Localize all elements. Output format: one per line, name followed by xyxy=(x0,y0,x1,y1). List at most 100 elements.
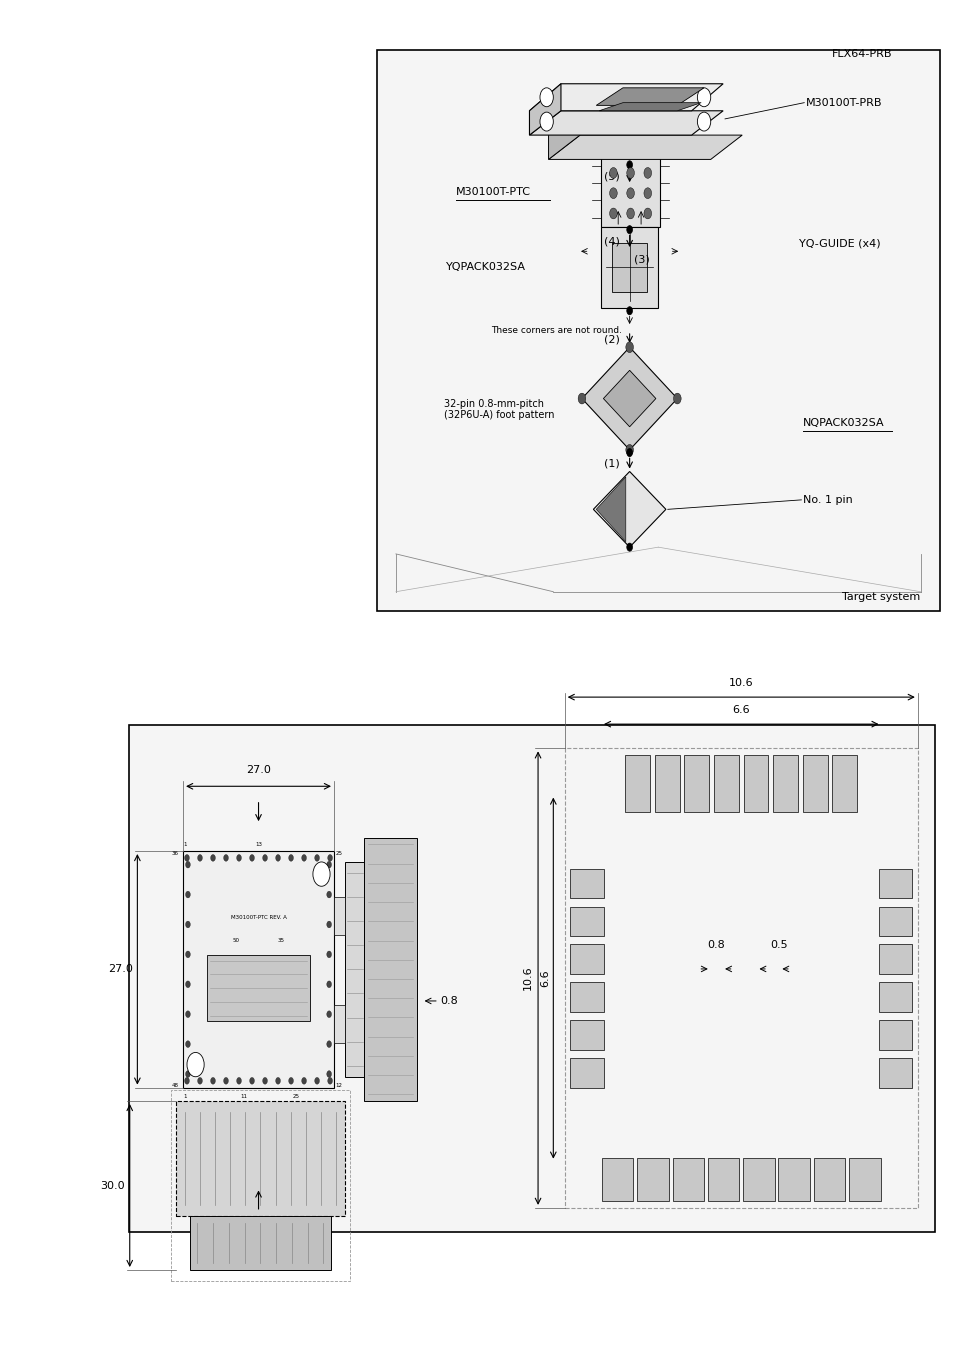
Circle shape xyxy=(697,112,710,131)
Circle shape xyxy=(275,855,280,862)
Polygon shape xyxy=(529,84,722,111)
Polygon shape xyxy=(581,347,677,450)
Bar xyxy=(564,748,917,1208)
Bar xyxy=(831,755,856,812)
Bar xyxy=(624,755,649,812)
Polygon shape xyxy=(602,370,655,427)
Bar xyxy=(713,755,738,812)
Bar xyxy=(878,944,911,974)
Circle shape xyxy=(326,862,331,869)
Text: 1: 1 xyxy=(183,1094,187,1100)
Circle shape xyxy=(643,208,651,219)
Bar xyxy=(612,243,646,292)
Circle shape xyxy=(313,862,330,886)
Circle shape xyxy=(326,1040,331,1047)
Circle shape xyxy=(326,921,331,928)
Circle shape xyxy=(185,862,190,869)
Circle shape xyxy=(326,951,331,958)
Circle shape xyxy=(626,226,632,234)
Bar xyxy=(878,869,911,898)
Bar xyxy=(334,897,345,935)
Text: YQPACK032SA: YQPACK032SA xyxy=(446,262,526,273)
Bar xyxy=(570,907,603,936)
Circle shape xyxy=(185,1070,190,1078)
Bar xyxy=(600,157,659,227)
Polygon shape xyxy=(596,88,703,105)
Circle shape xyxy=(250,1078,254,1084)
Bar xyxy=(129,725,934,1232)
Circle shape xyxy=(626,449,632,457)
Bar xyxy=(742,1158,774,1201)
Circle shape xyxy=(697,88,710,107)
Circle shape xyxy=(236,1078,241,1084)
Text: (5): (5) xyxy=(603,172,619,182)
Circle shape xyxy=(326,892,331,898)
Circle shape xyxy=(626,161,632,169)
Circle shape xyxy=(626,307,632,315)
Bar xyxy=(600,227,658,308)
Text: 27.0: 27.0 xyxy=(108,965,132,974)
Text: 48: 48 xyxy=(172,1082,178,1088)
Bar xyxy=(601,1158,633,1201)
Circle shape xyxy=(223,1078,228,1084)
Text: FLX64-PRB: FLX64-PRB xyxy=(831,49,891,59)
Circle shape xyxy=(250,855,254,862)
Bar xyxy=(878,982,911,1012)
Circle shape xyxy=(211,1078,215,1084)
Circle shape xyxy=(262,1078,267,1084)
Text: (2): (2) xyxy=(603,334,619,345)
Text: M30100T-PTC REV. A: M30100T-PTC REV. A xyxy=(231,915,286,920)
Bar xyxy=(654,755,679,812)
Text: 10.6: 10.6 xyxy=(728,678,753,688)
Circle shape xyxy=(185,1040,190,1047)
Bar xyxy=(207,955,310,1021)
Circle shape xyxy=(539,112,553,131)
Bar xyxy=(878,1058,911,1088)
Text: 30.0: 30.0 xyxy=(100,1181,125,1190)
Circle shape xyxy=(578,393,585,404)
Circle shape xyxy=(539,88,553,107)
Circle shape xyxy=(625,342,633,353)
Bar xyxy=(183,851,334,1088)
Text: 1: 1 xyxy=(183,842,187,847)
Text: YQ-GUIDE (x4): YQ-GUIDE (x4) xyxy=(799,238,881,249)
Text: 27.0: 27.0 xyxy=(246,766,271,775)
Circle shape xyxy=(673,393,680,404)
Text: 25: 25 xyxy=(335,851,342,857)
Circle shape xyxy=(185,892,190,898)
Text: 25: 25 xyxy=(293,1094,299,1100)
Bar xyxy=(570,944,603,974)
Text: 0.5: 0.5 xyxy=(770,939,787,950)
Bar xyxy=(171,1090,350,1281)
Text: M30100T-PTC: M30100T-PTC xyxy=(456,186,531,197)
Text: NQPACK032SA: NQPACK032SA xyxy=(802,417,884,428)
Circle shape xyxy=(185,981,190,988)
Circle shape xyxy=(184,1078,189,1084)
Bar xyxy=(345,862,364,1077)
Text: 6.6: 6.6 xyxy=(732,705,749,715)
Circle shape xyxy=(328,1078,332,1084)
Circle shape xyxy=(626,188,634,199)
Circle shape xyxy=(314,855,319,862)
Circle shape xyxy=(314,1078,319,1084)
Bar xyxy=(707,1158,739,1201)
Text: 0.8: 0.8 xyxy=(440,996,458,1006)
Text: 36: 36 xyxy=(172,851,178,857)
Circle shape xyxy=(609,168,617,178)
Bar xyxy=(190,1216,331,1270)
Bar xyxy=(743,755,767,812)
Bar xyxy=(683,755,708,812)
Polygon shape xyxy=(596,477,625,542)
Circle shape xyxy=(197,1078,202,1084)
Circle shape xyxy=(643,188,651,199)
Text: 13: 13 xyxy=(254,842,262,847)
Bar xyxy=(878,1020,911,1050)
Circle shape xyxy=(643,168,651,178)
Bar xyxy=(813,1158,844,1201)
Bar xyxy=(637,1158,668,1201)
Circle shape xyxy=(289,1078,294,1084)
Circle shape xyxy=(197,855,202,862)
Polygon shape xyxy=(598,103,700,111)
Circle shape xyxy=(184,855,189,862)
Circle shape xyxy=(275,1078,280,1084)
